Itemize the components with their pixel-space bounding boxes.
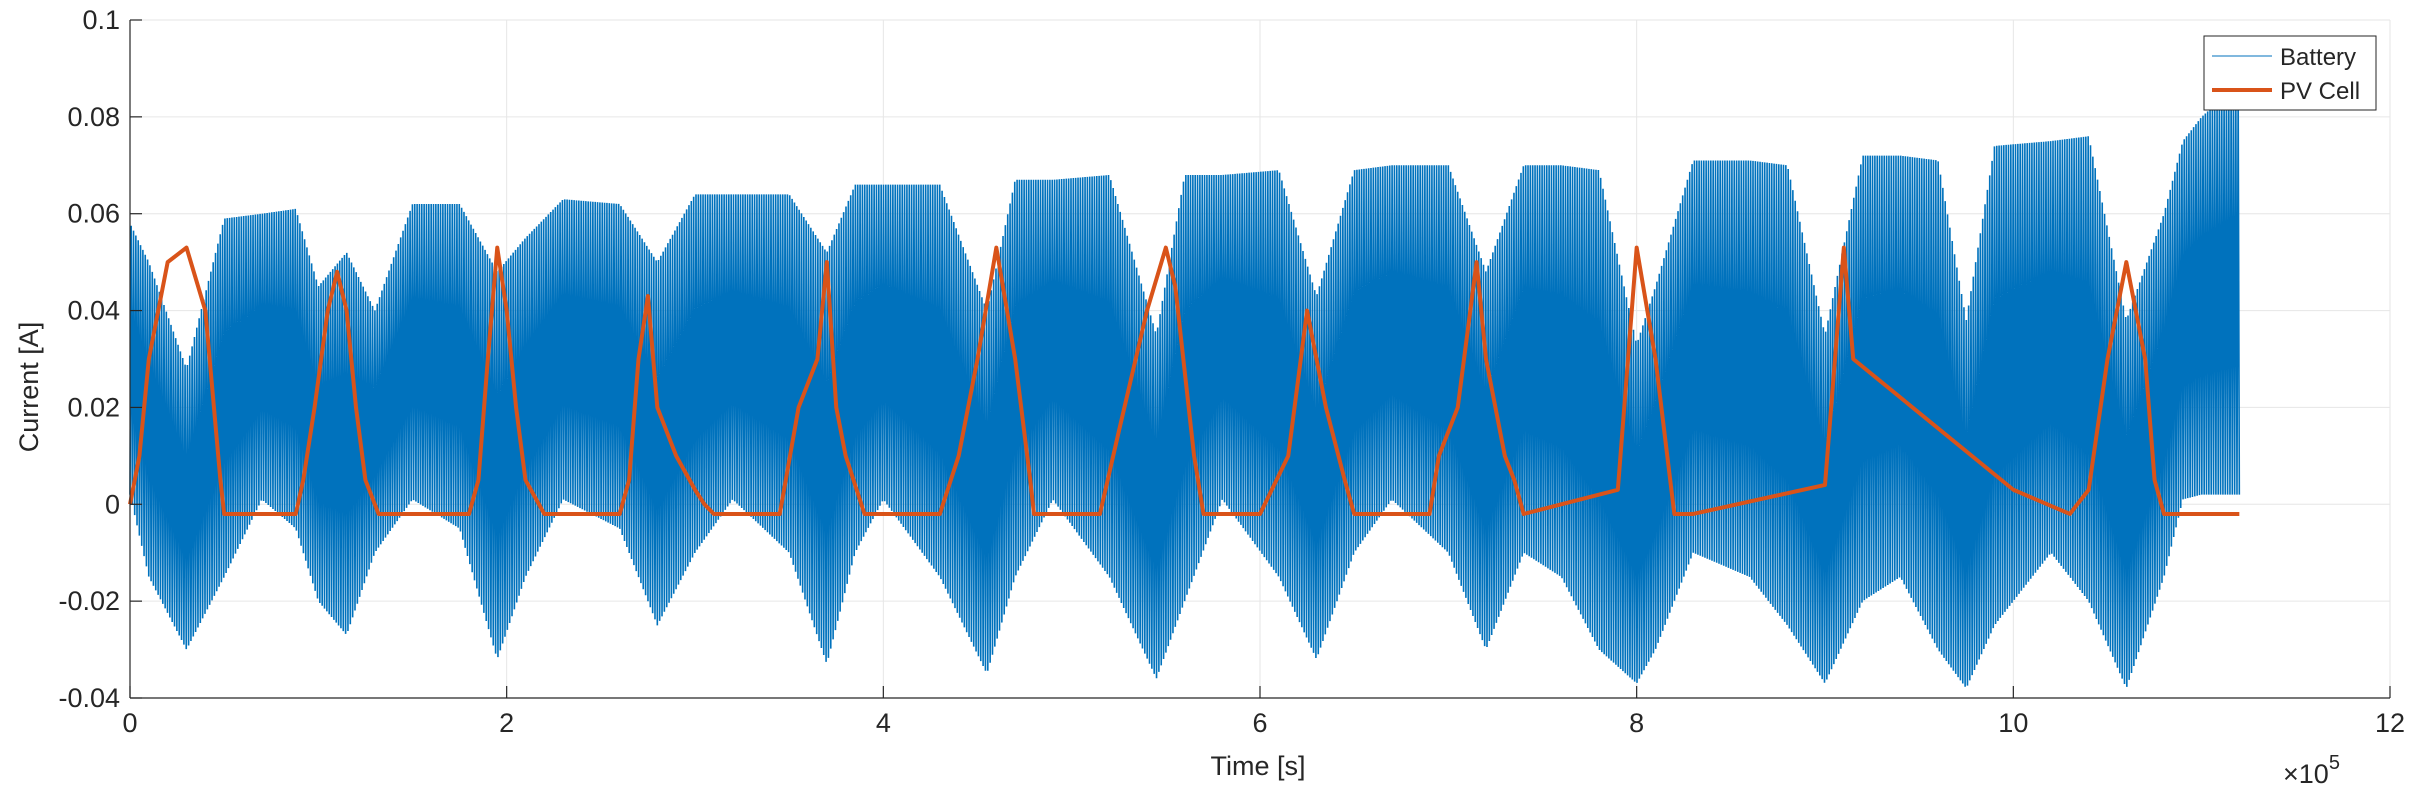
x-tick-label-5: 10 (1998, 708, 2028, 738)
x-tick-label-6: 12 (2375, 708, 2405, 738)
legend-label-pv-cell: PV Cell (2280, 78, 2360, 105)
y-tick-label-0: -0.04 (58, 683, 120, 713)
legend-label-battery: Battery (2280, 44, 2356, 71)
y-tick-label-2: 0 (105, 489, 120, 519)
x-axis-exponent-power: 5 (2329, 752, 2340, 774)
x-axis-exponent-base: ×10 (2283, 759, 2329, 789)
y-tick-label-7: 0.1 (82, 5, 120, 35)
y-axis-label: Current [A] (14, 322, 44, 453)
y-tick-labels: -0.04 -0.02 0 0.02 0.04 0.06 0.08 0.1 (58, 5, 120, 713)
legend-box (2203, 35, 2377, 111)
x-tick-label-2: 4 (876, 708, 891, 738)
battery-series-line (129, 84, 2241, 687)
x-tick-label-0: 0 (122, 708, 137, 738)
x-tick-label-1: 2 (499, 708, 514, 738)
x-tick-label-3: 6 (1252, 708, 1267, 738)
y-tick-label-1: -0.02 (58, 586, 120, 616)
y-tick-label-6: 0.08 (67, 102, 120, 132)
plot-area (128, 84, 2241, 687)
x-tick-labels: 0 2 4 6 8 10 12 (122, 708, 2405, 738)
x-axis-label: Time [s] (1210, 751, 1305, 781)
axes (129, 19, 2391, 699)
pv-cell-series-line (128, 245, 2240, 516)
legend: Battery PV Cell (2203, 35, 2377, 111)
y-tick-label-4: 0.04 (67, 296, 120, 326)
y-tick-label-5: 0.06 (67, 199, 120, 229)
x-tick-label-4: 8 (1629, 708, 1644, 738)
x-axis-exponent: ×105 (2283, 752, 2340, 789)
y-tick-label-3: 0.02 (67, 392, 120, 422)
